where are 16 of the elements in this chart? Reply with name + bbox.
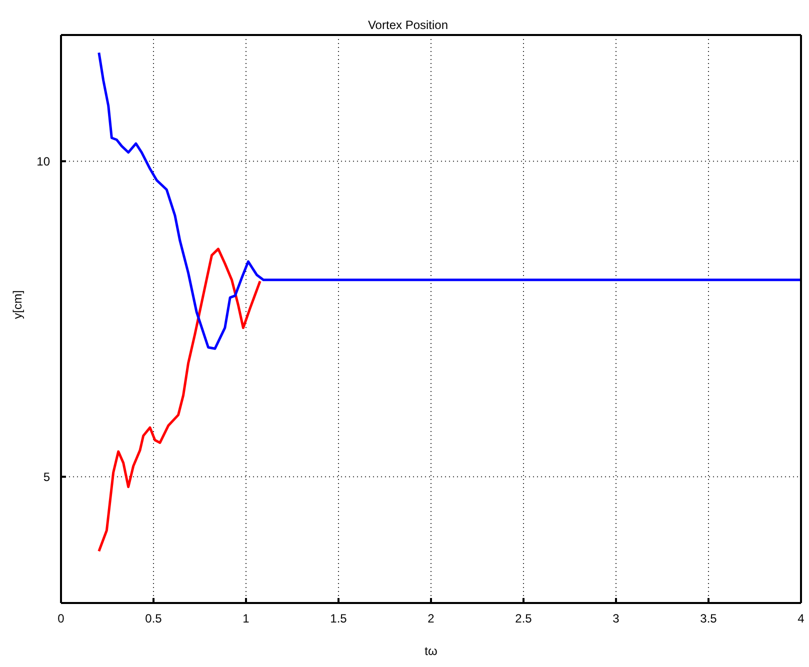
x-axis-title: tω	[424, 644, 438, 658]
x-tick-label: 3.5	[700, 612, 718, 626]
x-tick-label: 4	[798, 612, 805, 626]
x-tick-label: 3	[612, 612, 620, 626]
x-tick-label: 0	[58, 612, 65, 626]
chart-title: Vortex Position	[366, 18, 450, 32]
y-tick-label: 10	[36, 154, 50, 168]
x-tick-label: 1.5	[330, 612, 348, 626]
x-tick-label: 2	[428, 612, 435, 626]
x-tick-label: 1	[242, 612, 250, 626]
x-tick-label: 2.5	[515, 612, 532, 626]
line-series	[98, 248, 262, 552]
x-tick-label: 0.5	[145, 612, 162, 626]
line-series	[98, 51, 801, 350]
y-axis-title: y[cm]	[10, 290, 24, 319]
y-tick-label: 5	[43, 470, 50, 484]
